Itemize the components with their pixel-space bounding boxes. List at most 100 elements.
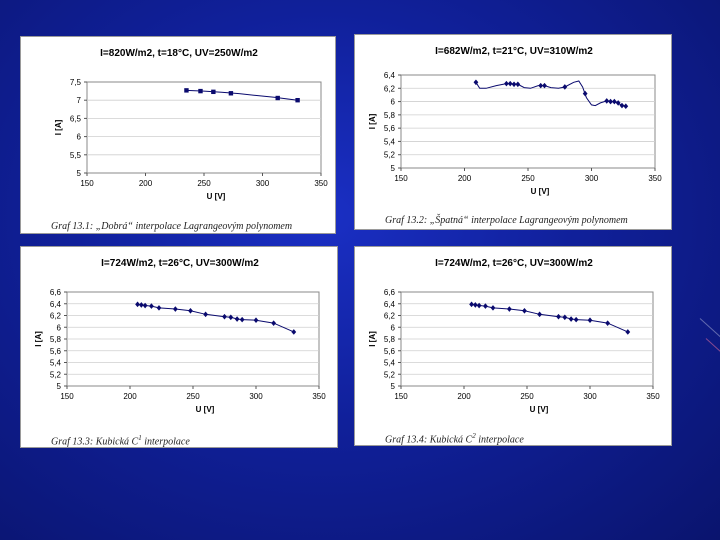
data-point — [623, 103, 629, 110]
x-tick-label: 250 — [521, 174, 535, 183]
x-tick-label: 150 — [394, 392, 408, 401]
chart-title: I=724W/m2, t=26°C, UV=300W/m2 — [101, 258, 259, 269]
x-tick-label: 300 — [256, 179, 270, 188]
x-axis-label: U [V] — [531, 187, 550, 196]
x-tick-label: 350 — [312, 392, 326, 401]
y-tick-label: 5,2 — [384, 370, 396, 379]
x-tick-label: 250 — [520, 392, 534, 401]
x-tick-label: 300 — [249, 392, 263, 401]
x-tick-label: 300 — [585, 174, 599, 183]
y-tick-label: 6,4 — [50, 300, 62, 309]
data-point — [619, 102, 625, 109]
data-point — [515, 81, 521, 88]
y-tick-label: 5,6 — [50, 347, 62, 356]
data-point — [156, 305, 162, 311]
series-line — [186, 89, 298, 101]
y-tick-label: 6,4 — [384, 71, 396, 80]
data-point — [611, 98, 617, 105]
data-point — [473, 79, 479, 86]
x-tick-label: 350 — [314, 179, 328, 188]
data-point — [604, 98, 610, 104]
y-tick-label: 6 — [391, 98, 396, 107]
chart-card-1: I=820W/m2, t=18°C, UV=250W/m2 5 5,5 6 6,5 7 7,… — [20, 36, 336, 234]
chart-title: I=724W/m2, t=26°C, UV=300W/m2 — [435, 258, 593, 269]
data-point — [538, 82, 544, 89]
data-point — [198, 88, 203, 94]
data-point — [625, 329, 631, 335]
data-point — [562, 314, 568, 321]
caption-superscript: 2 — [472, 432, 476, 440]
data-point — [568, 316, 574, 322]
x-axis-label: U [V] — [530, 405, 549, 414]
caption-superscript: 1 — [138, 434, 142, 442]
chart-card-3: I=724W/m2, t=26°C, UV=300W/m2 5 5,2 5,4 5,6 5… — [20, 246, 338, 448]
data-point — [138, 302, 144, 308]
data-point — [291, 329, 297, 335]
data-point — [504, 80, 509, 87]
chart-graf-13-3: I=724W/m2, t=26°C, UV=300W/m2 5 5,2 5,4 5,6 5… — [34, 258, 326, 414]
data-point — [253, 317, 259, 323]
y-tick-label: 5,4 — [384, 359, 396, 368]
chart-graf-13-4: I=724W/m2, t=26°C, UV=300W/m2 5 5,2 5,4 5,6 5… — [368, 258, 660, 414]
caption-text: Graf 13.3: Kubická C — [51, 436, 139, 448]
x-axis-label: U [V] — [196, 405, 215, 414]
x-tick-label: 200 — [458, 174, 472, 183]
y-tick-label: 6,6 — [50, 288, 62, 297]
data-point — [211, 89, 216, 95]
y-tick-label: 7 — [77, 96, 82, 105]
y-tick-label: 5,6 — [384, 124, 396, 133]
data-point — [184, 88, 189, 93]
data-point — [605, 320, 611, 326]
chart-graf-13-2: I=682W/m2, t=21°C, UV=310W/m2 5 5,2 5,4 5,6 5… — [368, 46, 662, 196]
data-point — [275, 95, 280, 101]
y-tick-label: 6 — [391, 323, 396, 332]
chart-card-4: I=724W/m2, t=26°C, UV=300W/m2 5 5,2 5,4 5,6 5… — [354, 246, 672, 446]
chart-title: I=820W/m2, t=18°C, UV=250W/m2 — [100, 48, 258, 59]
plot-area — [86, 81, 322, 174]
data-point — [239, 316, 245, 323]
data-point — [562, 84, 568, 90]
caption-tail: interpolace — [141, 436, 190, 448]
data-point — [573, 316, 579, 323]
data-point — [188, 308, 193, 314]
y-tick-label: 6,2 — [384, 312, 396, 321]
data-point — [472, 302, 478, 308]
x-tick-label: 200 — [139, 179, 153, 188]
caption-text: Graf 13.4: Kubická C — [385, 434, 473, 446]
y-tick-label: 5,6 — [384, 347, 396, 356]
data-point — [295, 98, 300, 103]
y-tick-label: 6 — [77, 133, 82, 142]
y-tick-label: 5,8 — [50, 335, 62, 344]
chart-caption: Graf 13.4: Kubická C2 interpolace — [385, 432, 524, 445]
chart-title: I=682W/m2, t=21°C, UV=310W/m2 — [435, 46, 593, 57]
data-point — [172, 306, 178, 312]
y-tick-label: 7,5 — [70, 78, 82, 87]
y-tick-label: 5 — [57, 382, 62, 391]
y-tick-label: 6,5 — [70, 114, 82, 123]
chart-caption: Graf 13.3: Kubická C1 interpolace — [51, 434, 190, 447]
x-tick-label: 200 — [123, 392, 137, 401]
series-line — [137, 303, 294, 333]
y-tick-label: 5,5 — [70, 151, 82, 160]
y-tick-label: 5 — [391, 164, 396, 173]
x-axis-label: U [V] — [207, 192, 226, 201]
series-line — [471, 303, 628, 333]
x-tick-label: 150 — [60, 392, 74, 401]
y-tick-label: 6 — [57, 323, 62, 332]
x-tick-label: 150 — [394, 174, 408, 183]
data-point — [537, 311, 542, 318]
y-tick-label: 5,2 — [384, 151, 396, 160]
y-tick-label: 5,8 — [384, 111, 396, 120]
data-point — [511, 81, 517, 88]
data-point — [506, 306, 512, 312]
y-tick-label: 5 — [391, 382, 396, 391]
y-tick-label: 5,8 — [384, 335, 396, 344]
data-point — [587, 317, 593, 323]
data-point — [222, 313, 227, 320]
y-tick-label: 5,2 — [50, 370, 62, 379]
x-tick-label: 200 — [457, 392, 471, 401]
y-tick-label: 6,2 — [50, 312, 62, 321]
x-tick-label: 250 — [186, 392, 200, 401]
y-axis-label: I [A] — [368, 113, 377, 129]
y-tick-label: 6,6 — [384, 288, 396, 297]
